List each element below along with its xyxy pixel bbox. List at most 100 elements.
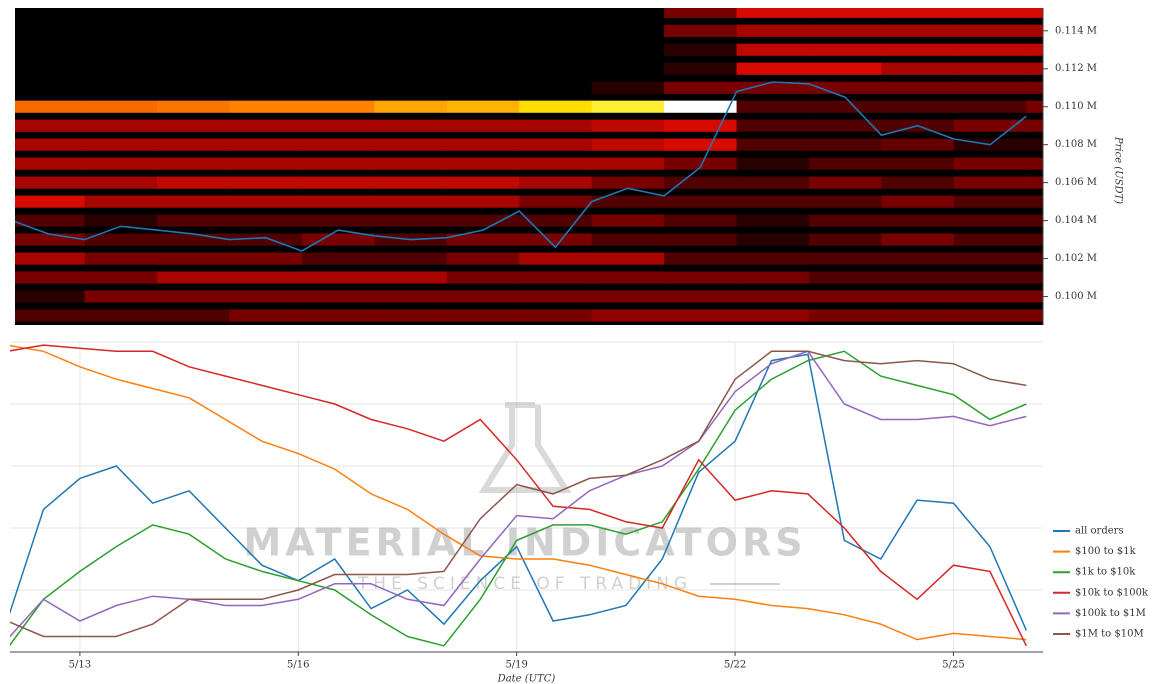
- heat-cell: [519, 138, 593, 151]
- heat-cell: [881, 81, 955, 94]
- heat-cell: [664, 100, 738, 113]
- heat-cell: [736, 214, 810, 227]
- legend-label: $10k to $100k: [1075, 587, 1149, 598]
- heat-cell: [881, 290, 955, 303]
- heat-cell: [664, 176, 738, 189]
- heat-cell: [953, 176, 1027, 189]
- heat-cell: [229, 309, 303, 322]
- y-tick-label: 0.100 M: [1055, 291, 1097, 302]
- heat-cell: [519, 100, 593, 113]
- heat-cell: [446, 233, 520, 246]
- heat-cell: [809, 176, 882, 189]
- heat-cell: [591, 81, 665, 94]
- heat-cell: [1026, 195, 1043, 208]
- heat-cell: [591, 157, 665, 170]
- heat-cell: [736, 100, 810, 113]
- heat-cell: [736, 252, 810, 265]
- heat-cell: [301, 138, 375, 151]
- heatmap: [15, 8, 1043, 322]
- heat-cell: [881, 252, 955, 265]
- heat-cell: [374, 43, 448, 56]
- heat-cell: [1026, 43, 1043, 56]
- heat-cell: [1026, 252, 1043, 265]
- legend-label: $100k to $1M: [1075, 608, 1146, 619]
- heat-cell: [229, 290, 303, 303]
- heat-cell: [736, 43, 810, 56]
- heat-cell: [229, 24, 303, 37]
- heat-cell: [229, 81, 303, 94]
- heat-cell: [84, 138, 158, 151]
- heat-cell: [591, 271, 665, 284]
- heat-cell: [84, 195, 158, 208]
- heat-cell: [591, 24, 665, 37]
- heat-cell: [84, 119, 158, 132]
- heat-cell: [519, 195, 593, 208]
- heat-cell: [15, 252, 86, 265]
- heat-cell: [156, 271, 230, 284]
- heat-cell: [156, 62, 230, 75]
- heat-cell: [156, 176, 230, 189]
- heat-cell: [15, 100, 86, 113]
- heat-cell: [84, 62, 158, 75]
- heat-cell: [301, 119, 375, 132]
- heat-cell: [809, 214, 882, 227]
- heat-cell: [374, 195, 448, 208]
- heat-cell: [84, 233, 158, 246]
- heat-cell: [881, 62, 955, 75]
- heat-cell: [301, 176, 375, 189]
- heat-cell: [591, 290, 665, 303]
- heat-cell: [446, 43, 520, 56]
- legend-label: $1M to $10M: [1075, 629, 1144, 640]
- heat-cell: [881, 8, 955, 18]
- heat-cell: [736, 62, 810, 75]
- heat-cell: [881, 157, 955, 170]
- heat-cell: [953, 100, 1027, 113]
- heat-cell: [446, 195, 520, 208]
- heat-cell: [809, 271, 882, 284]
- heat-cell: [519, 214, 593, 227]
- heat-cell: [664, 43, 738, 56]
- heat-cell: [84, 8, 158, 18]
- heat-cell: [736, 309, 810, 322]
- heat-cell: [881, 195, 955, 208]
- heat-cell: [1026, 271, 1043, 284]
- heat-cell: [953, 309, 1027, 322]
- heat-cell: [156, 138, 230, 151]
- heat-cell: [519, 8, 593, 18]
- x-tick-label: 5/13: [69, 660, 91, 671]
- legend-label: $1k to $10k: [1075, 567, 1136, 578]
- heat-cell: [809, 119, 882, 132]
- y-tick-label: 0.114 M: [1055, 25, 1097, 36]
- heat-cell: [374, 119, 448, 132]
- heat-cell: [229, 252, 303, 265]
- heat-cell: [736, 233, 810, 246]
- heat-cell: [15, 62, 86, 75]
- plot-background: [10, 342, 1043, 652]
- heat-cell: [374, 62, 448, 75]
- heat-cell: [156, 43, 230, 56]
- heat-cell: [519, 176, 593, 189]
- heat-cell: [809, 8, 882, 18]
- heat-cell: [15, 119, 86, 132]
- x-tick-label: 5/19: [505, 660, 527, 671]
- heat-cell: [446, 81, 520, 94]
- heat-cell: [591, 100, 665, 113]
- heat-cell: [374, 290, 448, 303]
- series-line: [10, 350, 1027, 638]
- heat-cell: [156, 24, 230, 37]
- heat-cell: [446, 119, 520, 132]
- heat-cell: [953, 62, 1027, 75]
- heat-cell: [519, 119, 593, 132]
- heat-cell: [664, 271, 738, 284]
- heat-cell: [15, 43, 86, 56]
- heat-cell: [229, 62, 303, 75]
- y-tick-label: 0.104 M: [1055, 215, 1097, 226]
- heat-cell: [1026, 290, 1043, 303]
- heat-cell: [881, 309, 955, 322]
- heat-cell: [1026, 214, 1043, 227]
- heat-cell: [15, 176, 86, 189]
- heat-cell: [156, 157, 230, 170]
- heat-cell: [591, 138, 665, 151]
- series-line: [10, 350, 1027, 647]
